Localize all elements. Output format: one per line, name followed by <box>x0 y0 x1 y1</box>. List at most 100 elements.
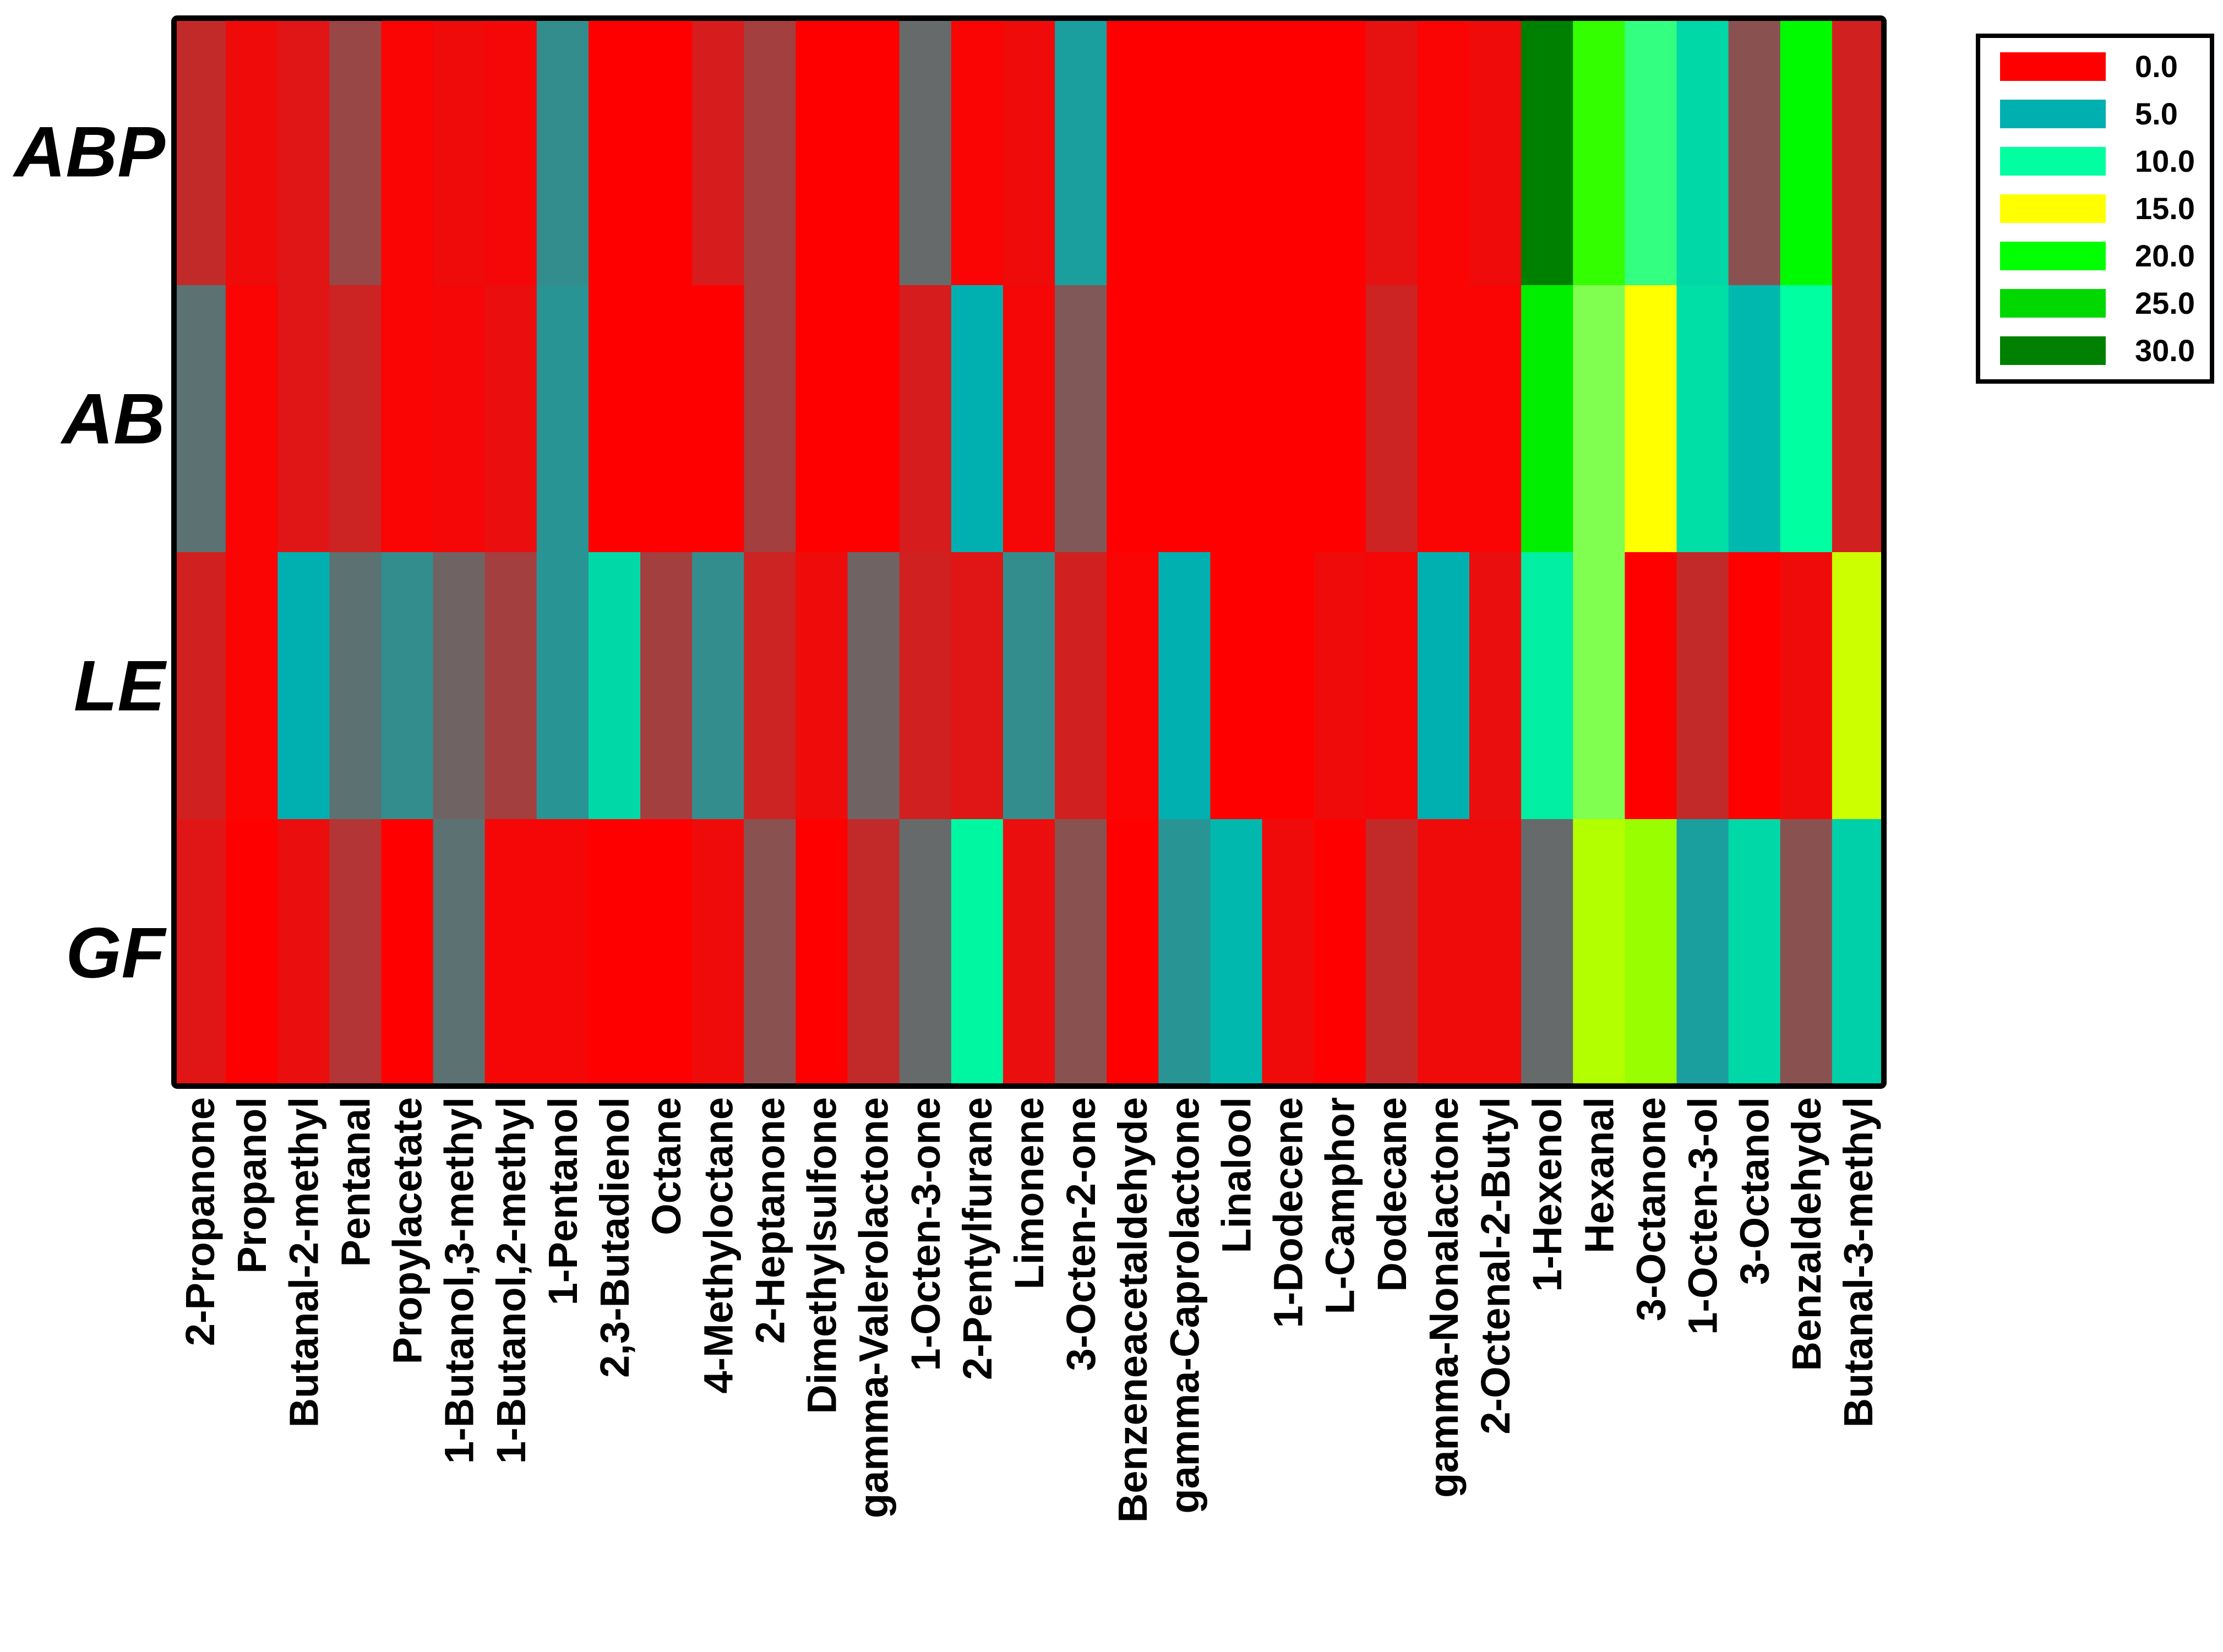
heatmap-cells <box>174 18 1884 1087</box>
column-label: Propanol <box>229 1097 275 1274</box>
heatmap-cell <box>796 285 848 553</box>
heatmap-cell <box>847 285 900 553</box>
heatmap-cell <box>226 552 279 820</box>
column-label: 2-Octenal-2-Butyl <box>1473 1097 1518 1435</box>
column-label: 1-Octen-3-ol <box>1680 1097 1726 1335</box>
column-label: 2,3-Butadienol <box>592 1097 638 1378</box>
heatmap-cell <box>1625 18 1677 286</box>
legend-swatch <box>2000 100 2106 128</box>
legend-label: 30.0 <box>2135 333 2195 368</box>
heatmap-cell <box>1365 18 1418 286</box>
heatmap-cell <box>277 285 330 553</box>
heatmap-cell <box>1262 819 1315 1087</box>
column-label: 1-Hexenol <box>1524 1097 1570 1292</box>
heatmap-cell <box>1573 552 1626 820</box>
heatmap-cell <box>329 18 382 286</box>
heatmap-cell <box>1573 18 1626 286</box>
heatmap-cell <box>1469 18 1522 286</box>
heatmap-cell <box>744 552 797 820</box>
column-label: Butanal-3-methyl <box>1835 1097 1881 1427</box>
heatmap-cell <box>277 18 330 286</box>
heatmap-cell <box>484 552 537 820</box>
heatmap-cell <box>1365 552 1418 820</box>
heatmap-cell <box>226 819 279 1087</box>
heatmap-cell <box>1158 285 1211 553</box>
heatmap-cell <box>744 819 797 1087</box>
heatmap-cell <box>1780 18 1833 286</box>
heatmap-cell <box>277 819 330 1087</box>
heatmap-cell <box>1728 285 1781 553</box>
heatmap-cell <box>1417 18 1470 286</box>
heatmap-cell <box>1210 18 1263 286</box>
heatmap-cell <box>588 552 641 820</box>
heatmap-cell <box>1107 18 1159 286</box>
heatmap-cell <box>1210 819 1263 1087</box>
heatmap-cell <box>1107 819 1159 1087</box>
heatmap-cell <box>536 285 589 553</box>
heatmap-cell <box>1521 285 1574 553</box>
heatmap-cell <box>1210 552 1263 820</box>
heatmap-cell <box>381 285 434 553</box>
heatmap-cell <box>1417 819 1470 1087</box>
legend-swatch <box>2000 336 2106 365</box>
heatmap-cell <box>329 819 382 1087</box>
heatmap-cell <box>951 819 1004 1087</box>
heatmap-cell <box>433 552 486 820</box>
heatmap-cell <box>433 819 486 1087</box>
heatmap-cell <box>174 285 226 553</box>
heatmap-cell <box>1573 819 1626 1087</box>
heatmap-cell <box>1002 18 1055 286</box>
heatmap-cell <box>692 18 745 286</box>
heatmap-cell <box>1002 819 1055 1087</box>
row-label: ABP <box>13 112 166 192</box>
heatmap-cell <box>1314 285 1366 553</box>
heatmap-cell <box>1780 285 1833 553</box>
heatmap-cell <box>899 819 952 1087</box>
heatmap-cell <box>1832 18 1884 286</box>
column-label: gamma-Nonalactone <box>1421 1097 1467 1498</box>
heatmap-cell <box>226 18 279 286</box>
heatmap-cell <box>1365 285 1418 553</box>
column-label: 3-Octanone <box>1628 1097 1674 1321</box>
heatmap-cell <box>951 18 1004 286</box>
column-label: Pentanal <box>333 1097 378 1267</box>
legend-label: 15.0 <box>2135 191 2195 226</box>
heatmap-cell <box>1832 285 1884 553</box>
row-label: LE <box>74 646 167 726</box>
heatmap-cell <box>1210 285 1263 553</box>
heatmap-cell <box>847 18 900 286</box>
legend-label: 25.0 <box>2135 286 2195 320</box>
heatmap-cell <box>1262 285 1315 553</box>
plot-border <box>171 15 1887 1089</box>
heatmap-cell <box>588 285 641 553</box>
legend-swatch <box>2000 242 2106 270</box>
heatmap-cell <box>640 18 693 286</box>
column-label: Dimethylsulfone <box>799 1097 845 1414</box>
heatmap-cell <box>1365 819 1418 1087</box>
column-label: 4-Methyloctane <box>695 1097 741 1394</box>
heatmap-cell <box>536 819 589 1087</box>
column-label: 2-Heptanone <box>747 1097 793 1344</box>
heatmap-cell <box>1728 18 1781 286</box>
heatmap-cell <box>381 18 434 286</box>
heatmap-cell <box>1728 819 1781 1087</box>
column-label: 1-Octen-3-one <box>903 1097 949 1371</box>
heatmap-cell <box>951 285 1004 553</box>
heatmap-cell <box>640 819 693 1087</box>
heatmap-cell <box>1002 285 1055 553</box>
column-label: Propylacetate <box>385 1097 431 1364</box>
heatmap-cell <box>588 18 641 286</box>
column-label: gamma-Caprolactone <box>1162 1097 1207 1514</box>
heatmap-cell <box>1521 18 1574 286</box>
heatmap-cell <box>1314 18 1366 286</box>
heatmap-cell <box>1780 819 1833 1087</box>
heatmap-cell <box>1314 819 1366 1087</box>
heatmap-cell <box>536 18 589 286</box>
column-labels: 2-Propanone Propanol Butanal-2-methyl Penta… <box>177 1097 1881 1523</box>
heatmap-cell <box>796 18 848 286</box>
column-label: Limonene <box>1006 1097 1052 1289</box>
heatmap-cell <box>951 552 1004 820</box>
column-label: 3-Octen-2-one <box>1058 1097 1104 1371</box>
